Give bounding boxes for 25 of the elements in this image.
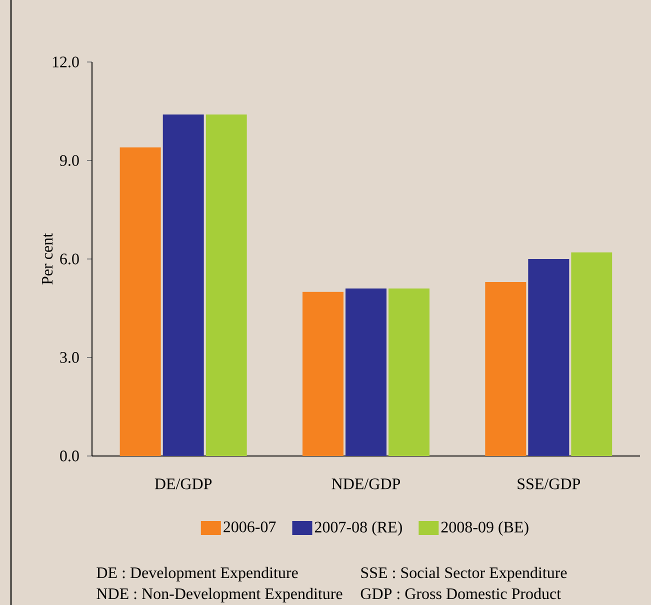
bar <box>571 252 612 456</box>
y-tick-label: 0.0 <box>60 450 79 462</box>
x-tick-label: SSE/GDP <box>518 478 580 490</box>
y-axis-title: Per cent <box>42 233 53 285</box>
legend-label: 2008-09 (BE) <box>441 521 528 536</box>
bar <box>346 288 386 456</box>
bar <box>162 114 204 456</box>
y-tick-label: 12.0 <box>52 56 79 68</box>
bar <box>302 292 344 456</box>
bar <box>120 147 161 456</box>
bar <box>206 114 247 456</box>
x-tick-label: DE/GDP <box>154 478 212 490</box>
legend-label: 2007-08 (RE) <box>314 521 402 536</box>
x-tick-label: NDE/GDP <box>332 478 400 490</box>
text: SSE : Social Sector Expenditure <box>361 566 567 582</box>
text: NDE : Non-Development Expenditure <box>96 588 342 602</box>
legend-label: 2006-07 <box>224 521 276 532</box>
bar <box>388 288 430 456</box>
bar <box>528 258 570 456</box>
bar <box>485 282 526 456</box>
text: DE : Development Expenditure <box>96 566 298 582</box>
y-tick-label: 9.0 <box>60 155 79 166</box>
y-tick-label: 3.0 <box>60 352 79 363</box>
text: GDP : Gross Domestic Product <box>360 588 561 600</box>
y-tick-label: 6.0 <box>60 254 79 264</box>
